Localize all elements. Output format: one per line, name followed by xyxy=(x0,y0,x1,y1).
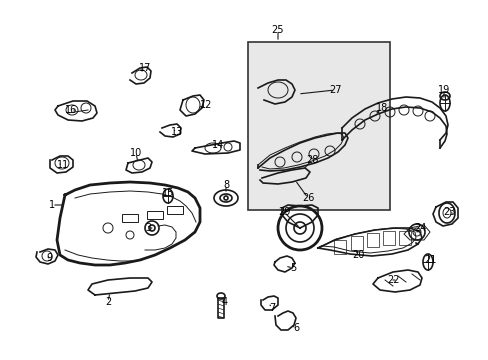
Text: 20: 20 xyxy=(351,250,364,260)
Text: 4: 4 xyxy=(222,297,227,307)
Text: 5: 5 xyxy=(289,263,296,273)
Text: 14: 14 xyxy=(211,140,224,150)
Text: 11: 11 xyxy=(57,160,69,170)
Text: 19: 19 xyxy=(437,85,449,95)
Text: 25: 25 xyxy=(271,25,284,35)
Text: 16: 16 xyxy=(65,105,77,115)
Bar xyxy=(398,231,410,245)
Bar xyxy=(366,233,378,247)
Bar xyxy=(167,206,183,214)
Text: 29: 29 xyxy=(277,207,289,217)
Text: 18: 18 xyxy=(375,103,387,113)
Text: 26: 26 xyxy=(301,193,314,203)
Text: 8: 8 xyxy=(223,180,228,190)
Text: 9: 9 xyxy=(46,253,52,263)
Text: 7: 7 xyxy=(268,303,275,313)
Text: 28: 28 xyxy=(305,155,318,165)
Text: 17: 17 xyxy=(139,63,151,73)
Bar xyxy=(382,231,394,245)
Text: 21: 21 xyxy=(423,255,435,265)
Bar xyxy=(247,42,389,210)
Text: 6: 6 xyxy=(292,323,299,333)
Text: 1: 1 xyxy=(49,200,55,210)
Text: 12: 12 xyxy=(200,100,212,110)
Text: 2: 2 xyxy=(104,297,111,307)
Bar xyxy=(147,211,163,219)
Text: 3: 3 xyxy=(144,223,151,233)
Text: 22: 22 xyxy=(386,275,398,285)
Bar xyxy=(122,214,138,222)
Text: 27: 27 xyxy=(328,85,341,95)
Text: 23: 23 xyxy=(442,207,454,217)
Text: 13: 13 xyxy=(170,127,183,137)
Bar xyxy=(333,240,346,254)
Bar xyxy=(350,236,362,250)
Text: 10: 10 xyxy=(130,148,142,158)
Text: 24: 24 xyxy=(413,223,426,233)
Text: 15: 15 xyxy=(162,188,174,198)
